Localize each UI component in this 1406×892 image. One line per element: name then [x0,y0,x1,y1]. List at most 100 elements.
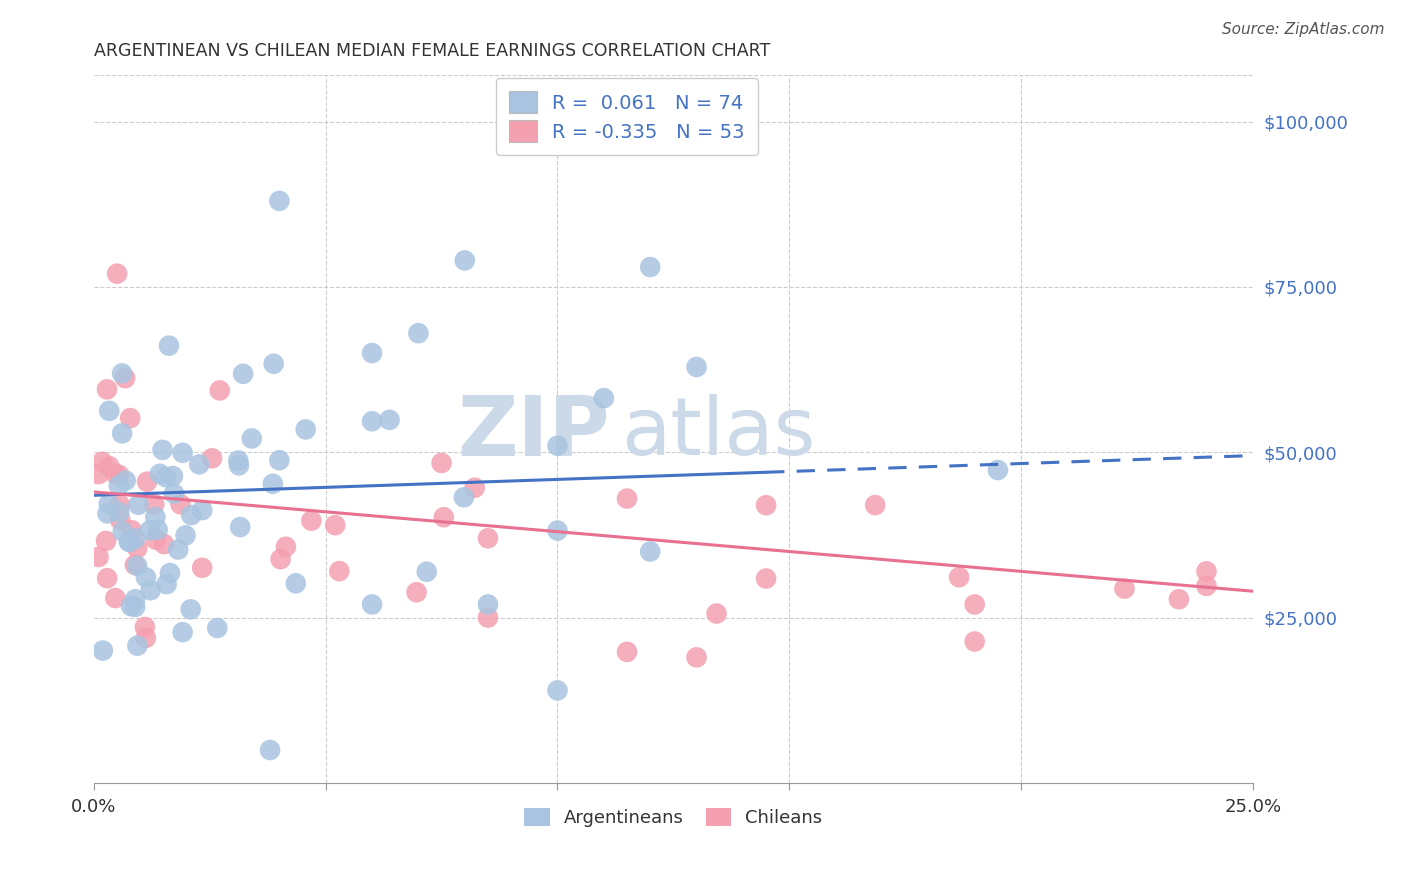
Point [361,346,384,360]
Point [96,382,118,396]
Point [169,497,191,511]
Point [616,491,638,506]
Point [226,453,249,467]
Point [454,253,477,268]
Text: ZIP: ZIP [457,392,610,473]
Point [98,459,121,474]
Point [284,576,307,591]
Point [453,491,475,505]
Point [110,513,132,527]
Point [323,518,346,533]
Point [863,498,886,512]
Point [146,523,169,537]
Point [433,510,456,524]
Point [228,458,250,473]
Point [96,571,118,585]
Point [180,602,202,616]
Point [232,367,254,381]
Point [378,413,401,427]
Point [592,391,614,405]
Point [361,598,384,612]
Point [755,572,778,586]
Point [96,507,118,521]
Text: atlas: atlas [621,393,815,472]
Point [229,520,252,534]
Point [97,497,120,511]
Point [616,645,638,659]
Point [963,598,986,612]
Point [191,561,214,575]
Point [415,565,437,579]
Point [135,570,157,584]
Point [477,531,499,545]
Point [1195,579,1218,593]
Point [294,422,316,436]
Point [201,451,224,466]
Point [207,621,229,635]
Point [269,453,291,467]
Point [240,432,263,446]
Point [91,455,114,469]
Point [159,566,181,580]
Point [98,404,121,418]
Point [118,534,141,549]
Point [152,442,174,457]
Point [430,456,453,470]
Point [157,339,180,353]
Point [270,552,292,566]
Point [1114,582,1136,596]
Point [477,598,499,612]
Point [87,549,110,564]
Point [153,537,176,551]
Point [259,743,281,757]
Text: ARGENTINEAN VS CHILEAN MEDIAN FEMALE EARNINGS CORRELATION CHART: ARGENTINEAN VS CHILEAN MEDIAN FEMALE EAR… [94,42,770,60]
Point [124,599,146,614]
Point [685,650,707,665]
Point [114,474,136,488]
Point [94,533,117,548]
Point [143,510,166,524]
Point [124,592,146,607]
Point [547,683,569,698]
Point [114,371,136,385]
Point [174,528,197,542]
Point [135,631,157,645]
Legend: Argentineans, Chileans: Argentineans, Chileans [517,800,830,834]
Point [108,498,131,512]
Point [685,359,707,374]
Point [108,478,131,492]
Point [464,481,486,495]
Point [163,486,186,500]
Point [1195,565,1218,579]
Point [111,367,134,381]
Point [262,476,284,491]
Point [1167,592,1189,607]
Point [105,267,128,281]
Point [963,634,986,648]
Point [120,411,142,425]
Point [208,384,231,398]
Point [188,458,211,472]
Point [299,514,322,528]
Point [269,194,291,208]
Point [139,524,162,538]
Point [172,625,194,640]
Point [134,620,156,634]
Point [547,439,569,453]
Point [755,498,778,512]
Point [143,497,166,511]
Point [263,357,285,371]
Point [274,540,297,554]
Point [987,463,1010,477]
Point [120,599,142,614]
Point [136,475,159,489]
Point [124,558,146,572]
Point [127,639,149,653]
Point [108,505,131,519]
Point [547,524,569,538]
Point [149,467,172,481]
Point [155,470,177,484]
Point [104,591,127,605]
Point [124,532,146,546]
Point [638,260,661,274]
